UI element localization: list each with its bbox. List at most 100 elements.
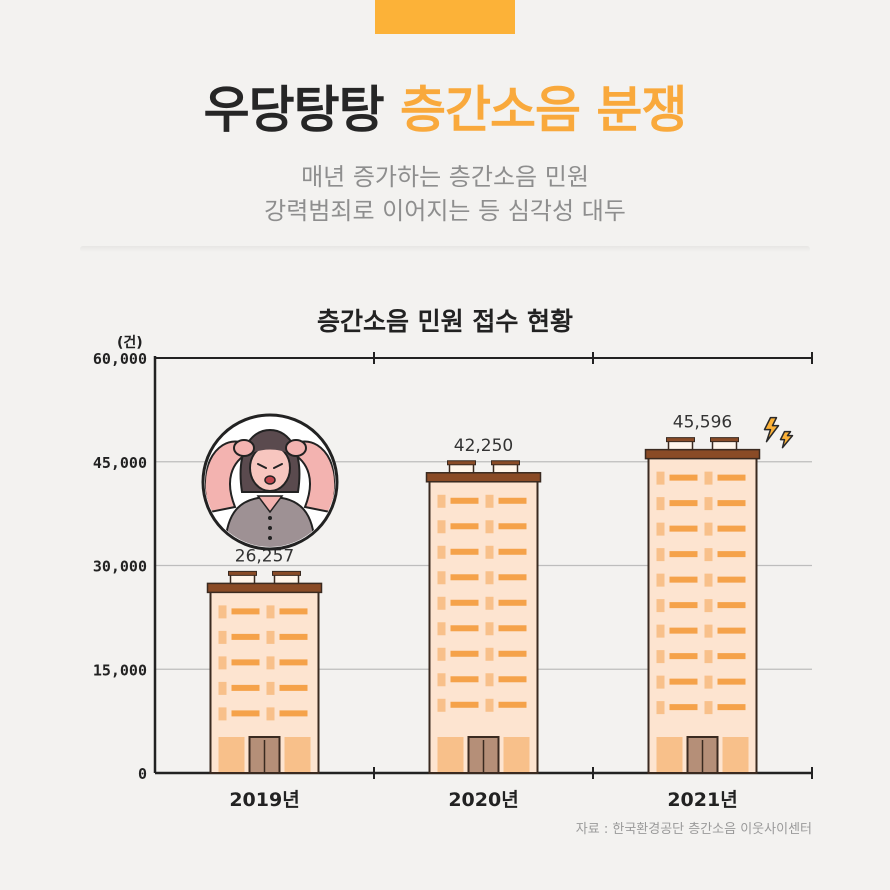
button-dot <box>268 516 272 520</box>
bar-window <box>231 659 260 666</box>
bar-lobby <box>503 737 530 772</box>
bar-window <box>498 625 527 632</box>
bar-window <box>437 571 446 585</box>
bar-window <box>498 676 527 683</box>
lightning-bolt <box>763 416 780 443</box>
chart-unit: (건) <box>117 335 143 351</box>
neck <box>256 495 284 514</box>
bar-window <box>218 630 227 644</box>
bar-lobby <box>722 737 749 772</box>
bar-window <box>231 710 260 717</box>
title-part2: 층간소음 분쟁 <box>400 81 687 139</box>
bar-window <box>450 548 479 555</box>
bar-window <box>437 545 446 559</box>
bar-window <box>437 622 446 636</box>
bar-window <box>485 647 494 661</box>
page-title: 우당탕탕 층간소음 분쟁 <box>0 70 890 142</box>
left-hand <box>233 439 255 457</box>
bar-window <box>656 522 665 536</box>
bar-window <box>669 602 698 609</box>
bar-window <box>231 684 260 691</box>
data-label: 26,257 <box>235 546 294 566</box>
bar-window <box>279 684 308 691</box>
bar-window <box>279 633 308 640</box>
y-tick-label: 30,000 <box>93 558 147 576</box>
bar-window <box>704 599 713 613</box>
bar-window <box>669 576 698 583</box>
mouth <box>264 475 276 485</box>
bar-window <box>656 548 665 562</box>
bar-window <box>669 627 698 634</box>
y-tick-label: 60,000 <box>93 350 147 368</box>
bar-window <box>485 698 494 712</box>
data-label: 45,596 <box>673 413 732 433</box>
bar-window <box>656 701 665 715</box>
bar-roof <box>425 472 542 483</box>
button-dot <box>268 536 272 540</box>
bar-window <box>704 701 713 715</box>
bar-window <box>717 678 746 685</box>
bar-window <box>485 571 494 585</box>
bar-window <box>498 650 527 657</box>
bar-window <box>704 522 713 536</box>
bar-window <box>498 497 527 504</box>
bar-chimney-cap <box>666 437 695 443</box>
chart-title: 층간소음 민원 접수 현황 <box>316 307 574 336</box>
bar <box>644 437 761 774</box>
bar-window <box>218 656 227 670</box>
bar-window <box>656 624 665 638</box>
bar-window <box>437 520 446 534</box>
bar-window <box>266 707 275 721</box>
bar-roof <box>206 582 323 594</box>
bar-chimney-cap <box>228 570 257 576</box>
bar <box>425 460 542 774</box>
divider <box>80 246 810 252</box>
bar-window <box>717 525 746 532</box>
bar-window <box>669 551 698 558</box>
bar-window <box>669 474 698 481</box>
bangs <box>250 443 290 454</box>
data-label: 42,250 <box>454 436 513 456</box>
bar-window <box>717 627 746 634</box>
bar <box>206 570 323 775</box>
bar-window <box>498 701 527 708</box>
bar-window <box>266 605 275 619</box>
bar-window <box>218 707 227 721</box>
bar-window <box>450 523 479 530</box>
bar-window <box>717 602 746 609</box>
bar-window <box>485 494 494 508</box>
bar-window <box>717 653 746 660</box>
bar-window <box>498 523 527 530</box>
bar-window <box>450 497 479 504</box>
bar-window <box>485 520 494 534</box>
bar-window <box>498 548 527 555</box>
bar-window <box>669 678 698 685</box>
bar-window <box>266 630 275 644</box>
bar-lobby <box>218 737 245 772</box>
bar-window <box>218 681 227 695</box>
x-tick-label: 2021년 <box>667 789 737 811</box>
bar-body <box>647 456 758 774</box>
bar-window <box>279 659 308 666</box>
bar-window <box>437 698 446 712</box>
bar-window <box>656 650 665 664</box>
bar-window <box>231 633 260 640</box>
bar-window <box>669 525 698 532</box>
bar-window <box>450 625 479 632</box>
bar-window <box>498 599 527 606</box>
bar-window <box>485 673 494 687</box>
bar-lobby <box>656 737 683 772</box>
bar-window <box>266 681 275 695</box>
subtitle-line1: 매년 증가하는 층간소음 민원 <box>301 163 589 191</box>
x-tick-label: 2019년 <box>229 789 299 811</box>
bar-window <box>485 622 494 636</box>
bar-window <box>656 599 665 613</box>
bar-window <box>704 497 713 511</box>
bar-window <box>669 500 698 507</box>
y-tick-label: 0 <box>138 765 147 783</box>
illustration-body <box>205 428 335 547</box>
bar-window <box>656 573 665 587</box>
button-dot <box>268 526 272 530</box>
bar-window <box>656 497 665 511</box>
